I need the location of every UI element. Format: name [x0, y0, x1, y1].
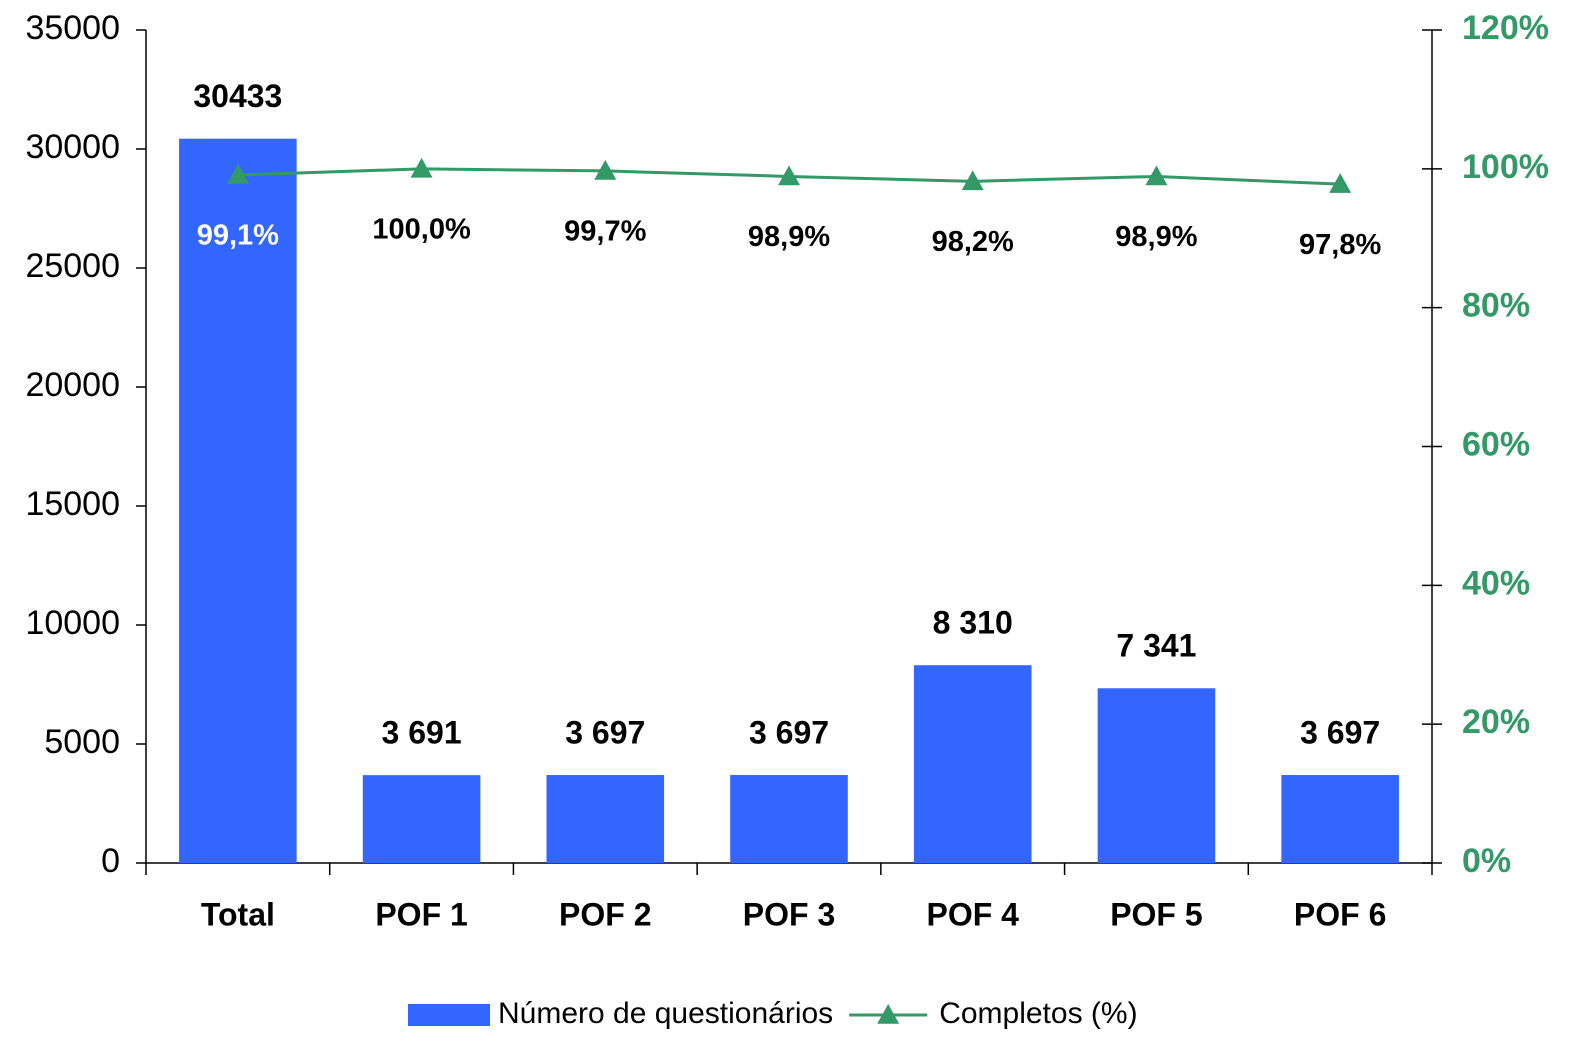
legend-swatch — [408, 1004, 490, 1026]
y2-tick-label: 40% — [1462, 564, 1530, 602]
bar-value-label: 3 691 — [382, 715, 462, 751]
y2-tick-label: 0% — [1462, 842, 1511, 880]
y2-tick-label: 120% — [1462, 9, 1549, 47]
y2-tick-label: 100% — [1462, 148, 1549, 186]
bar — [362, 775, 481, 863]
bar-value-label: 30433 — [193, 78, 282, 114]
line-value-label: 99,7% — [564, 216, 646, 248]
y-tick-label: 25000 — [25, 247, 120, 285]
line-marker — [410, 157, 433, 178]
line-value-label: 99,1% — [197, 220, 279, 252]
line-value-label: 100,0% — [372, 213, 471, 245]
y2-tick-label: 60% — [1462, 425, 1530, 463]
x-tick-label: POF 6 — [1294, 896, 1386, 932]
y-tick-label: 15000 — [25, 485, 120, 523]
line-value-label: 98,2% — [932, 226, 1014, 258]
line-value-label: 98,9% — [748, 221, 830, 253]
y-tick-label: 35000 — [25, 9, 120, 47]
y-tick-label: 0 — [101, 842, 120, 880]
line-marker — [1329, 173, 1352, 193]
line-marker — [778, 165, 800, 186]
bar-value-label: 3 697 — [749, 714, 829, 750]
y-tick-label: 5000 — [44, 723, 120, 761]
x-tick-label: Total — [201, 896, 275, 932]
line-marker — [1145, 165, 1168, 186]
y-tick-label: 30000 — [25, 128, 120, 166]
legend-label: Completos (%) — [939, 997, 1137, 1030]
x-tick-label: POF 4 — [926, 896, 1019, 932]
legend-marker — [877, 1004, 900, 1024]
bar — [913, 665, 1032, 863]
line-marker — [594, 159, 617, 180]
bar — [179, 138, 297, 864]
x-tick-label: POF 1 — [375, 896, 467, 932]
bar-value-label: 3 697 — [1300, 714, 1380, 750]
line-marker — [961, 170, 984, 191]
bar — [546, 775, 665, 863]
y-tick-label: 20000 — [25, 366, 120, 404]
legend-label: Número de questionários — [498, 997, 833, 1030]
bar — [1097, 688, 1216, 863]
line-value-label: 97,8% — [1299, 229, 1381, 261]
bar-value-label: 3 697 — [565, 714, 645, 750]
bar-value-label: 8 310 — [933, 605, 1013, 641]
y-tick-label: 10000 — [25, 604, 120, 642]
x-tick-label: POF 5 — [1110, 896, 1202, 932]
bar-value-label: 7 341 — [1116, 628, 1196, 664]
line-marker — [226, 164, 249, 184]
y2-tick-label: 20% — [1462, 703, 1530, 741]
bar — [1281, 775, 1399, 863]
line-value-label: 98,9% — [1115, 221, 1197, 253]
x-tick-label: POF 3 — [743, 896, 835, 932]
x-tick-label: POF 2 — [559, 896, 651, 932]
y2-tick-label: 80% — [1462, 287, 1530, 325]
bar — [730, 775, 848, 863]
